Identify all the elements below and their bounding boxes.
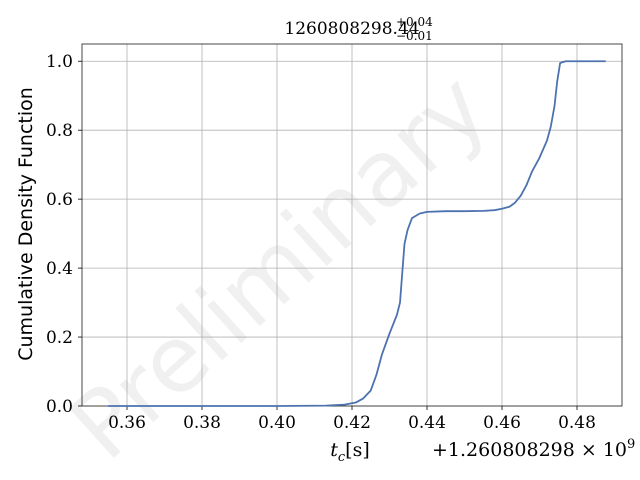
x-axis-offset-label: +1.260808298 × 109 [432,437,635,461]
cdf-series-line [107,60,607,407]
chart-title-subscript: −0.01 [396,29,433,43]
x-tick-label: 0.48 [558,413,596,433]
x-tick-label: 0.44 [408,413,446,433]
x-tick-label: 0.38 [183,413,221,433]
x-axis-label-subscript: c [338,450,346,465]
y-tick-label: 0.2 [46,328,73,348]
x-axis-label-variable: t [330,439,338,461]
x-axis-label: tc[s] [330,439,370,465]
x-axis-label-unit: [s] [345,439,370,461]
y-tick-label: 1.0 [46,52,73,72]
y-tick-label: 0.0 [46,397,73,417]
y-axis-label: Cumulative Density Function [15,87,37,361]
chart-title-main: 1260808298.44 [284,19,419,39]
y-tick-label: 0.8 [46,121,73,141]
x-tick-label: 0.36 [108,413,146,433]
x-axis-offset-exponent: 9 [627,437,635,452]
chart-title-superscript: +0.04 [396,15,433,29]
x-tick-label: 0.40 [258,413,296,433]
chart-title: 1260808298.44 [284,19,419,39]
y-tick-label: 0.4 [46,259,73,279]
x-tick-label: 0.46 [483,413,521,433]
x-tick-label: 0.42 [333,413,371,433]
x-axis-offset-text: +1.260808298 × 10 [432,439,627,461]
y-tick-label: 0.6 [46,190,73,210]
